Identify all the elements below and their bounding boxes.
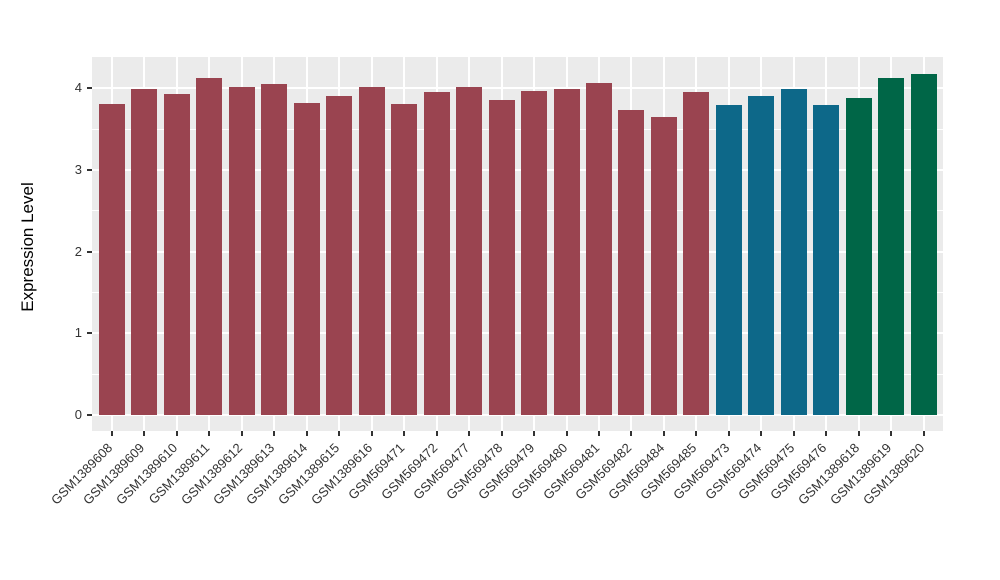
x-axis-tick-mark	[273, 431, 276, 436]
x-axis-tick-mark	[857, 431, 860, 436]
y-axis-tick-mark	[87, 250, 92, 253]
y-minor-gridline	[92, 128, 943, 130]
x-axis-tick-mark	[403, 431, 406, 436]
bar-GSM1389615	[326, 95, 353, 415]
bar-GSM569471	[391, 103, 418, 415]
bar-GSM1389610	[163, 94, 190, 415]
x-axis-tick-mark	[727, 431, 730, 436]
y-major-gridline	[92, 332, 943, 335]
bar-GSM569477	[456, 86, 483, 415]
x-axis-tick-mark	[110, 431, 113, 436]
y-tick-label: 4	[74, 80, 82, 96]
x-axis-tick-mark	[208, 431, 211, 436]
bar-GSM1389611	[196, 78, 223, 415]
bar-GSM569473	[715, 104, 742, 415]
bar-GSM1389619	[878, 78, 905, 415]
x-axis-tick-mark	[760, 431, 763, 436]
x-axis-tick-mark	[370, 431, 373, 436]
bar-GSM1389612	[228, 86, 255, 415]
bar-GSM569482	[618, 110, 645, 415]
x-axis-tick-mark	[305, 431, 308, 436]
y-axis-title: Expression Level	[18, 182, 37, 312]
x-axis-tick-mark	[922, 431, 925, 436]
x-axis-tick-mark	[500, 431, 503, 436]
y-tick-label: 0	[74, 407, 82, 422]
x-axis-tick-mark	[825, 431, 828, 436]
plot-panel	[92, 57, 943, 431]
x-axis-tick-mark	[695, 431, 698, 436]
y-axis-tick-mark	[87, 87, 92, 90]
bar-GSM1389614	[293, 103, 320, 415]
y-tick-label: 2	[74, 243, 82, 259]
x-axis-tick-mark	[143, 431, 146, 436]
y-axis-tick-mark	[87, 332, 92, 335]
bar-GSM1389616	[358, 87, 385, 415]
bar-GSM1389608	[98, 103, 125, 415]
y-major-gridline	[92, 250, 943, 253]
x-axis-tick-mark	[435, 431, 438, 436]
x-axis-tick-mark	[662, 431, 665, 436]
y-minor-gridline	[92, 373, 943, 375]
x-axis-tick-mark	[468, 431, 471, 436]
y-major-gridline	[92, 87, 943, 90]
x-axis-tick-mark	[630, 431, 633, 436]
bar-GSM569484	[650, 116, 677, 415]
bar-GSM569474	[748, 96, 775, 415]
y-axis-tick-mark	[87, 414, 92, 416]
x-axis-tick-mark	[175, 431, 178, 436]
x-axis-tick-mark	[890, 431, 893, 436]
x-axis-tick-mark	[240, 431, 243, 436]
x-axis-tick-mark	[792, 431, 795, 436]
y-axis-tick-mark	[87, 168, 92, 171]
bar-GSM569472	[423, 92, 450, 415]
y-major-gridline	[92, 168, 943, 171]
y-tick-label: 3	[74, 161, 82, 177]
bar-GSM569475	[780, 89, 807, 415]
x-axis-tick-mark	[565, 431, 568, 436]
y-tick-label: 1	[74, 325, 82, 341]
y-minor-gridline	[92, 210, 943, 212]
y-major-gridline	[92, 414, 943, 416]
bar-GSM569479	[521, 90, 548, 415]
x-axis-tick-mark	[338, 431, 341, 436]
bar-GSM569480	[553, 89, 580, 415]
bar-GSM1389618	[845, 98, 872, 415]
bar-GSM1389613	[261, 84, 288, 415]
bar-GSM569476	[813, 104, 840, 415]
x-axis-tick-mark	[533, 431, 536, 436]
bar-GSM569485	[683, 92, 710, 415]
bar-GSM569481	[586, 82, 612, 415]
x-axis-tick-mark	[598, 431, 600, 436]
bar-GSM1389620	[910, 74, 937, 415]
bar-GSM1389609	[131, 89, 158, 415]
bar-GSM569478	[488, 99, 515, 415]
y-minor-gridline	[92, 291, 943, 293]
